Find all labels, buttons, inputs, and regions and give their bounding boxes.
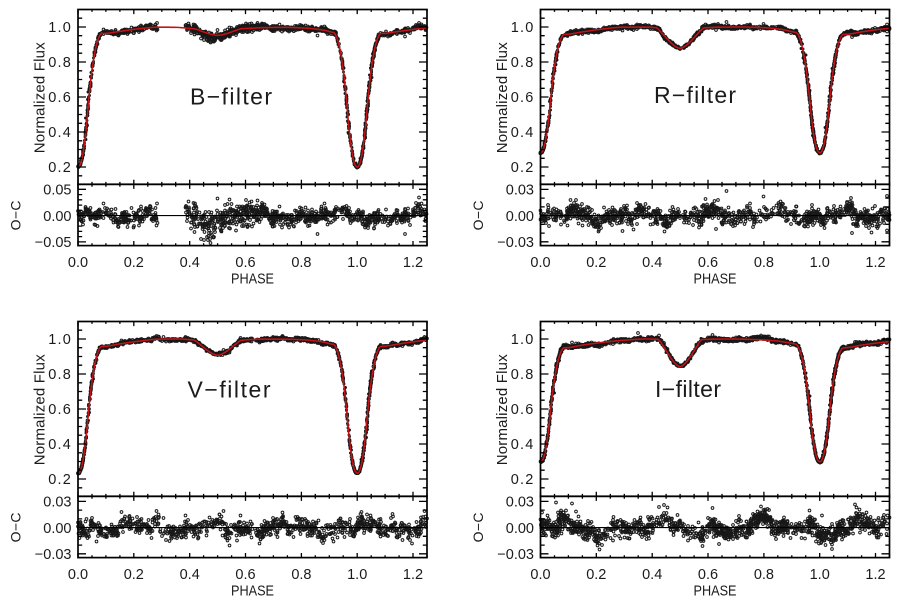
svg-text:0.05: 0.05 [43, 183, 71, 199]
svg-text:0.8: 0.8 [48, 55, 72, 71]
svg-text:0.2: 0.2 [124, 255, 144, 271]
svg-text:0.00: 0.00 [43, 209, 71, 225]
svg-text:0.2: 0.2 [48, 160, 72, 176]
svg-text:0.4: 0.4 [48, 125, 72, 141]
svg-text:O−C: O−C [7, 200, 23, 230]
svg-text:0.8: 0.8 [291, 255, 311, 271]
svg-text:0.0: 0.0 [68, 255, 88, 271]
svg-text:PHASE: PHASE [231, 271, 274, 288]
svg-text:B−filter: B−filter [190, 84, 272, 110]
svg-text:−0.05: −0.05 [35, 235, 72, 251]
svg-text:0.6: 0.6 [48, 90, 72, 106]
svg-text:0.4: 0.4 [180, 255, 200, 271]
svg-text:0.6: 0.6 [235, 255, 255, 271]
svg-text:Normalized Flux: Normalized Flux [32, 42, 49, 154]
svg-text:1.0: 1.0 [48, 20, 72, 36]
svg-text:1.2: 1.2 [403, 255, 423, 271]
svg-text:1.0: 1.0 [347, 255, 367, 271]
